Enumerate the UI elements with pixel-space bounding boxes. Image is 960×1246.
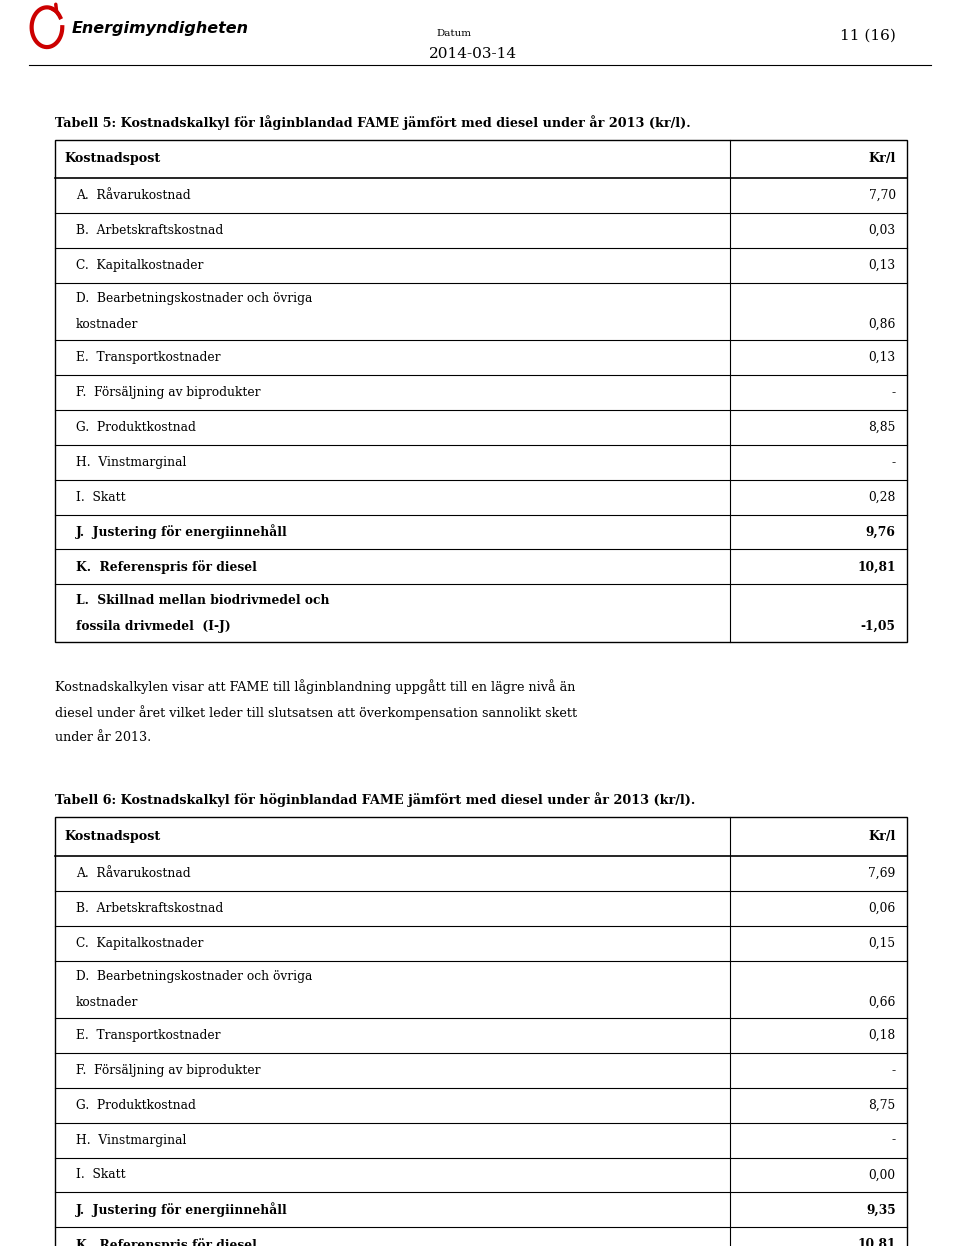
Text: 10,81: 10,81 — [857, 1239, 896, 1246]
Text: Tabell 5: Kostnadskalkyl för låginblandad FAME jämfört med diesel under år 2013 : Tabell 5: Kostnadskalkyl för låginblanda… — [55, 115, 690, 130]
Text: 10,81: 10,81 — [857, 561, 896, 573]
Text: 0,66: 0,66 — [868, 996, 896, 1009]
Text: Datum: Datum — [437, 29, 471, 37]
Text: kostnader: kostnader — [76, 996, 138, 1009]
Text: 0,15: 0,15 — [869, 937, 896, 949]
Text: K.  Referenspris för diesel: K. Referenspris för diesel — [76, 559, 256, 574]
Text: D.  Bearbetningskostnader och övriga: D. Bearbetningskostnader och övriga — [76, 293, 312, 305]
Text: L.  Skillnad mellan biodrivmedel och: L. Skillnad mellan biodrivmedel och — [76, 594, 329, 607]
Text: 0,13: 0,13 — [869, 259, 896, 272]
Text: 8,75: 8,75 — [869, 1099, 896, 1111]
Text: 0,03: 0,03 — [869, 224, 896, 237]
Text: fossila drivmedel  (I-J): fossila drivmedel (I-J) — [76, 619, 230, 633]
Text: 0,86: 0,86 — [868, 318, 896, 331]
Text: H.  Vinstmarginal: H. Vinstmarginal — [76, 456, 186, 468]
Text: -: - — [892, 1134, 896, 1146]
Text: Energimyndigheten: Energimyndigheten — [72, 21, 249, 36]
Text: 0,28: 0,28 — [868, 491, 896, 503]
Text: Kostnadskalkylen visar att FAME till låginblandning uppgått till en lägre nivå ä: Kostnadskalkylen visar att FAME till låg… — [55, 679, 575, 694]
Text: Kostnadspost: Kostnadspost — [64, 830, 160, 844]
Text: 7,70: 7,70 — [869, 189, 896, 202]
Text: 8,85: 8,85 — [868, 421, 896, 434]
Text: 7,69: 7,69 — [868, 867, 896, 880]
Text: -: - — [892, 456, 896, 468]
Text: I.  Skatt: I. Skatt — [76, 491, 126, 503]
Text: -: - — [892, 1064, 896, 1077]
Text: Tabell 6: Kostnadskalkyl för höginblandad FAME jämfört med diesel under år 2013 : Tabell 6: Kostnadskalkyl för höginblanda… — [55, 792, 695, 807]
Text: 2014-03-14: 2014-03-14 — [429, 47, 517, 61]
Text: F.  Försäljning av biprodukter: F. Försäljning av biprodukter — [76, 1064, 260, 1077]
Text: D.  Bearbetningskostnader och övriga: D. Bearbetningskostnader och övriga — [76, 971, 312, 983]
Text: Kr/l: Kr/l — [868, 830, 896, 844]
Text: C.  Kapitalkostnader: C. Kapitalkostnader — [76, 937, 204, 949]
Text: 0,13: 0,13 — [869, 351, 896, 364]
Text: 0,00: 0,00 — [869, 1169, 896, 1181]
Text: diesel under året vilket leder till slutsatsen att överkompensation sannolikt sk: diesel under året vilket leder till slut… — [55, 705, 577, 720]
Text: A.  Råvarukostnad: A. Råvarukostnad — [76, 867, 190, 880]
Text: G.  Produktkostnad: G. Produktkostnad — [76, 421, 196, 434]
Text: 0,18: 0,18 — [869, 1029, 896, 1042]
Text: 9,35: 9,35 — [866, 1204, 896, 1216]
Text: kostnader: kostnader — [76, 318, 138, 331]
Text: B.  Arbetskraftskostnad: B. Arbetskraftskostnad — [76, 902, 223, 915]
Text: B.  Arbetskraftskostnad: B. Arbetskraftskostnad — [76, 224, 223, 237]
Text: J.  Justering för energiinnehåll: J. Justering för energiinnehåll — [76, 1202, 288, 1217]
Text: 11 (16): 11 (16) — [840, 29, 896, 42]
Text: -: - — [892, 386, 896, 399]
Text: 0,06: 0,06 — [869, 902, 896, 915]
Text: E.  Transportkostnader: E. Transportkostnader — [76, 1029, 221, 1042]
Text: A.  Råvarukostnad: A. Råvarukostnad — [76, 189, 190, 202]
Text: K.  Referenspris för diesel: K. Referenspris för diesel — [76, 1237, 256, 1246]
Text: under år 2013.: under år 2013. — [55, 731, 151, 744]
Text: 9,76: 9,76 — [866, 526, 896, 538]
Text: J.  Justering för energiinnehåll: J. Justering för energiinnehåll — [76, 525, 288, 540]
Text: E.  Transportkostnader: E. Transportkostnader — [76, 351, 221, 364]
Text: Kr/l: Kr/l — [868, 152, 896, 166]
Text: Kostnadspost: Kostnadspost — [64, 152, 160, 166]
Text: I.  Skatt: I. Skatt — [76, 1169, 126, 1181]
Text: F.  Försäljning av biprodukter: F. Försäljning av biprodukter — [76, 386, 260, 399]
Text: H.  Vinstmarginal: H. Vinstmarginal — [76, 1134, 186, 1146]
Text: -1,05: -1,05 — [861, 619, 896, 633]
Text: G.  Produktkostnad: G. Produktkostnad — [76, 1099, 196, 1111]
Text: C.  Kapitalkostnader: C. Kapitalkostnader — [76, 259, 204, 272]
